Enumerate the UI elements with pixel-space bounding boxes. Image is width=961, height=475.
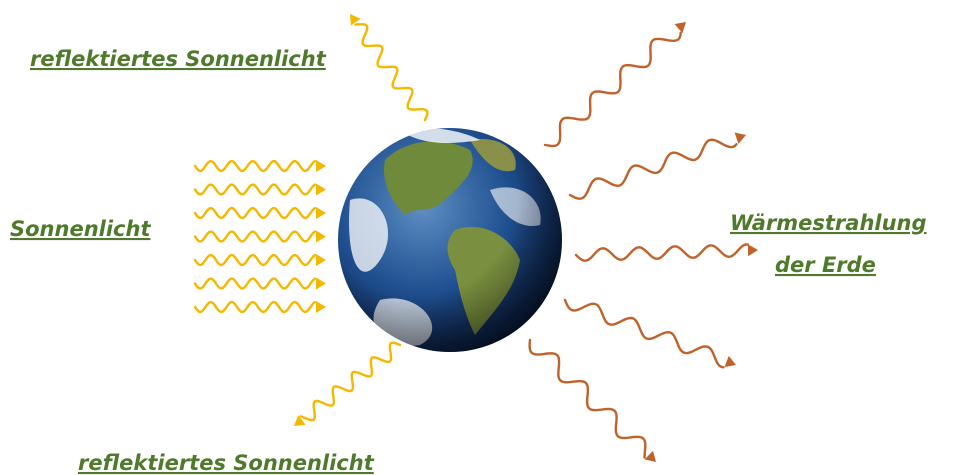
- label-reflected-top: reflektiertes Sonnenlicht: [30, 47, 327, 71]
- heat-wave-head: [644, 450, 656, 462]
- sunlight-wave: [193, 159, 317, 173]
- sunlight-wave-head: [316, 301, 326, 313]
- reflected-wave: [354, 23, 429, 122]
- sunlight-wave: [193, 183, 317, 196]
- heat-wave-head: [724, 355, 736, 368]
- heat-wave: [563, 298, 725, 369]
- reflected-wave-head: [294, 415, 306, 426]
- heat-wave: [528, 338, 647, 459]
- reflected-wave: [299, 341, 402, 422]
- label-heat-line1: Wärmestrahlung: [730, 211, 927, 235]
- label-heat-line2: der Erde: [775, 253, 876, 277]
- label-reflected-bottom: reflektiertes Sonnenlicht: [78, 451, 375, 475]
- sunlight-wave-head: [316, 160, 326, 172]
- sunlight-wave: [193, 253, 317, 267]
- sunlight-wave: [193, 206, 317, 220]
- sunlight-wave-head: [316, 254, 326, 266]
- sunlight-wave-head: [316, 277, 326, 290]
- heat-wave: [568, 138, 738, 200]
- heat-wave: [543, 31, 682, 148]
- sunlight-wave-head: [316, 207, 326, 219]
- radiation-arrows: [193, 14, 758, 462]
- heat-wave-head: [674, 22, 686, 34]
- sunlight-wave-head: [316, 183, 326, 196]
- heat-wave-head: [747, 244, 758, 257]
- label-sunlight: Sonnenlicht: [10, 217, 151, 241]
- sunlight-wave: [193, 230, 317, 243]
- sunlight-wave-head: [316, 230, 326, 243]
- reflected-wave-head: [350, 14, 361, 26]
- heat-wave: [574, 243, 749, 262]
- sunlight-wave: [193, 300, 317, 314]
- sunlight-wave: [193, 277, 317, 290]
- earth: [338, 128, 562, 352]
- heat-wave-head: [734, 132, 746, 144]
